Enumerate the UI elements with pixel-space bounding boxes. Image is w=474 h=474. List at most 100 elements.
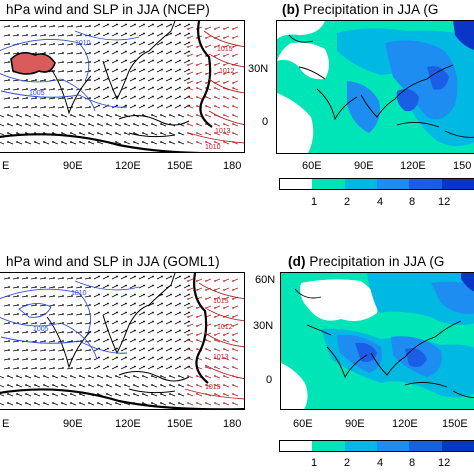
wind-arrow [183,321,190,325]
wind-arrow [138,321,145,325]
wind-arrow [129,96,136,100]
wind-arrow-head [196,132,198,134]
high-isobar [204,364,244,380]
wind-arrow-head [53,349,55,351]
wind-arrow [174,312,181,316]
wind-arrow [183,285,190,289]
wind-arrow-head [143,86,145,89]
wind-arrow [120,357,127,361]
wind-arrow [174,303,181,307]
wind-arrow-head [53,106,55,108]
wind-arrow-head [35,304,37,306]
wind-arrow-head [179,320,181,323]
wind-arrow [102,69,109,73]
wind-arrow-head [8,367,10,369]
wind-arrow-head [179,365,181,368]
wind-arrow-head [151,114,153,116]
wind-arrow-head [44,349,46,351]
wind-arrow-head [161,311,163,314]
wind-arrow-head [152,284,154,287]
wind-arrow-head [179,329,181,332]
wind-arrow [129,51,136,55]
wind-arrow-head [161,59,163,62]
wind-arrow-head [205,64,207,66]
wind-arrow [183,42,190,46]
wind-arrow-head [161,320,163,323]
wind-arrow-head [8,286,10,288]
wind-arrow-head [124,132,126,134]
wind-arrow-head [89,34,91,36]
wind-arrow-head [88,402,90,404]
wind-arrow-head [125,23,127,26]
wind-arrow-head [170,347,172,350]
colorbar-swatch [312,441,345,451]
wind-arrow-head [62,367,64,369]
wind-arrow-head [44,367,46,369]
wind-arrow-head [115,402,117,404]
wind-arrow-head [44,88,46,90]
wind-arrow-head [223,289,225,291]
wind-arrow-head [179,68,181,71]
wind-arrow-head [35,313,37,315]
wind-arrow [120,321,127,325]
wind-arrow-head [44,25,46,27]
wind-arrow-head [205,105,207,107]
wind-arrow-head [98,311,100,314]
wind-arrow-head [115,132,117,134]
very-heavy-rain [396,89,419,112]
wind-arrow-head [53,43,55,45]
wind-arrow-head [35,277,37,279]
wind-arrow-head [232,298,234,300]
isobar-label: 1010 [75,40,91,47]
wind-arrow-head [25,384,27,386]
wind-arrow-head [214,357,216,359]
wind-arrow-head [70,375,72,377]
wind-arrow-head [205,82,207,84]
wind-arrow-head [187,82,189,84]
low-isobar [0,288,92,336]
wind-arrow-head [89,52,91,54]
wind-arrow-head [161,302,163,305]
wind-arrow-head [179,86,181,89]
wind-arrow [102,42,109,46]
wind-arrow [111,78,118,82]
wind-arrow [156,357,163,361]
wind-arrow [120,348,127,352]
wind-arrow-head [232,316,234,318]
wind-arrow-head [35,367,37,369]
wind-arrow-head [134,77,136,80]
dry-region [277,21,325,39]
panel-c-lon-label: 90E [63,418,83,430]
wind-arrow-head [151,384,153,386]
wind-arrow-head [106,402,108,404]
panel-b-plot [277,21,474,153]
wind-arrow-head [44,277,46,279]
wind-arrow-head [133,393,135,395]
wind-arrow-head [179,338,181,341]
wind-arrow-head [17,358,19,360]
wind-arrow-head [187,307,189,309]
wind-arrow-head [152,293,154,296]
wind-arrow [147,78,154,82]
wind-arrow [147,339,154,343]
wind-arrow-head [125,32,127,35]
wind-arrow [165,105,172,109]
wind-arrow-head [232,28,234,30]
wind-arrow [102,357,109,361]
wind-arrow [111,348,118,352]
wind-arrow-head [43,114,45,116]
wind-arrow-head [205,73,207,75]
wind-arrow-head [34,402,36,404]
wind-arrow-head [17,97,19,99]
wind-arrow-head [143,293,145,296]
wind-arrow-head [71,61,73,63]
panel-a-lon-label: 150E [167,160,193,172]
wind-arrow-head [196,64,198,66]
wind-arrow [147,105,154,109]
wind-arrow-head [7,123,9,125]
wind-arrow-head [223,114,225,116]
wind-arrow-head [134,50,136,53]
wind-arrow-head [80,322,82,324]
wind-arrow-head [170,104,172,107]
wind-arrow [183,69,190,73]
